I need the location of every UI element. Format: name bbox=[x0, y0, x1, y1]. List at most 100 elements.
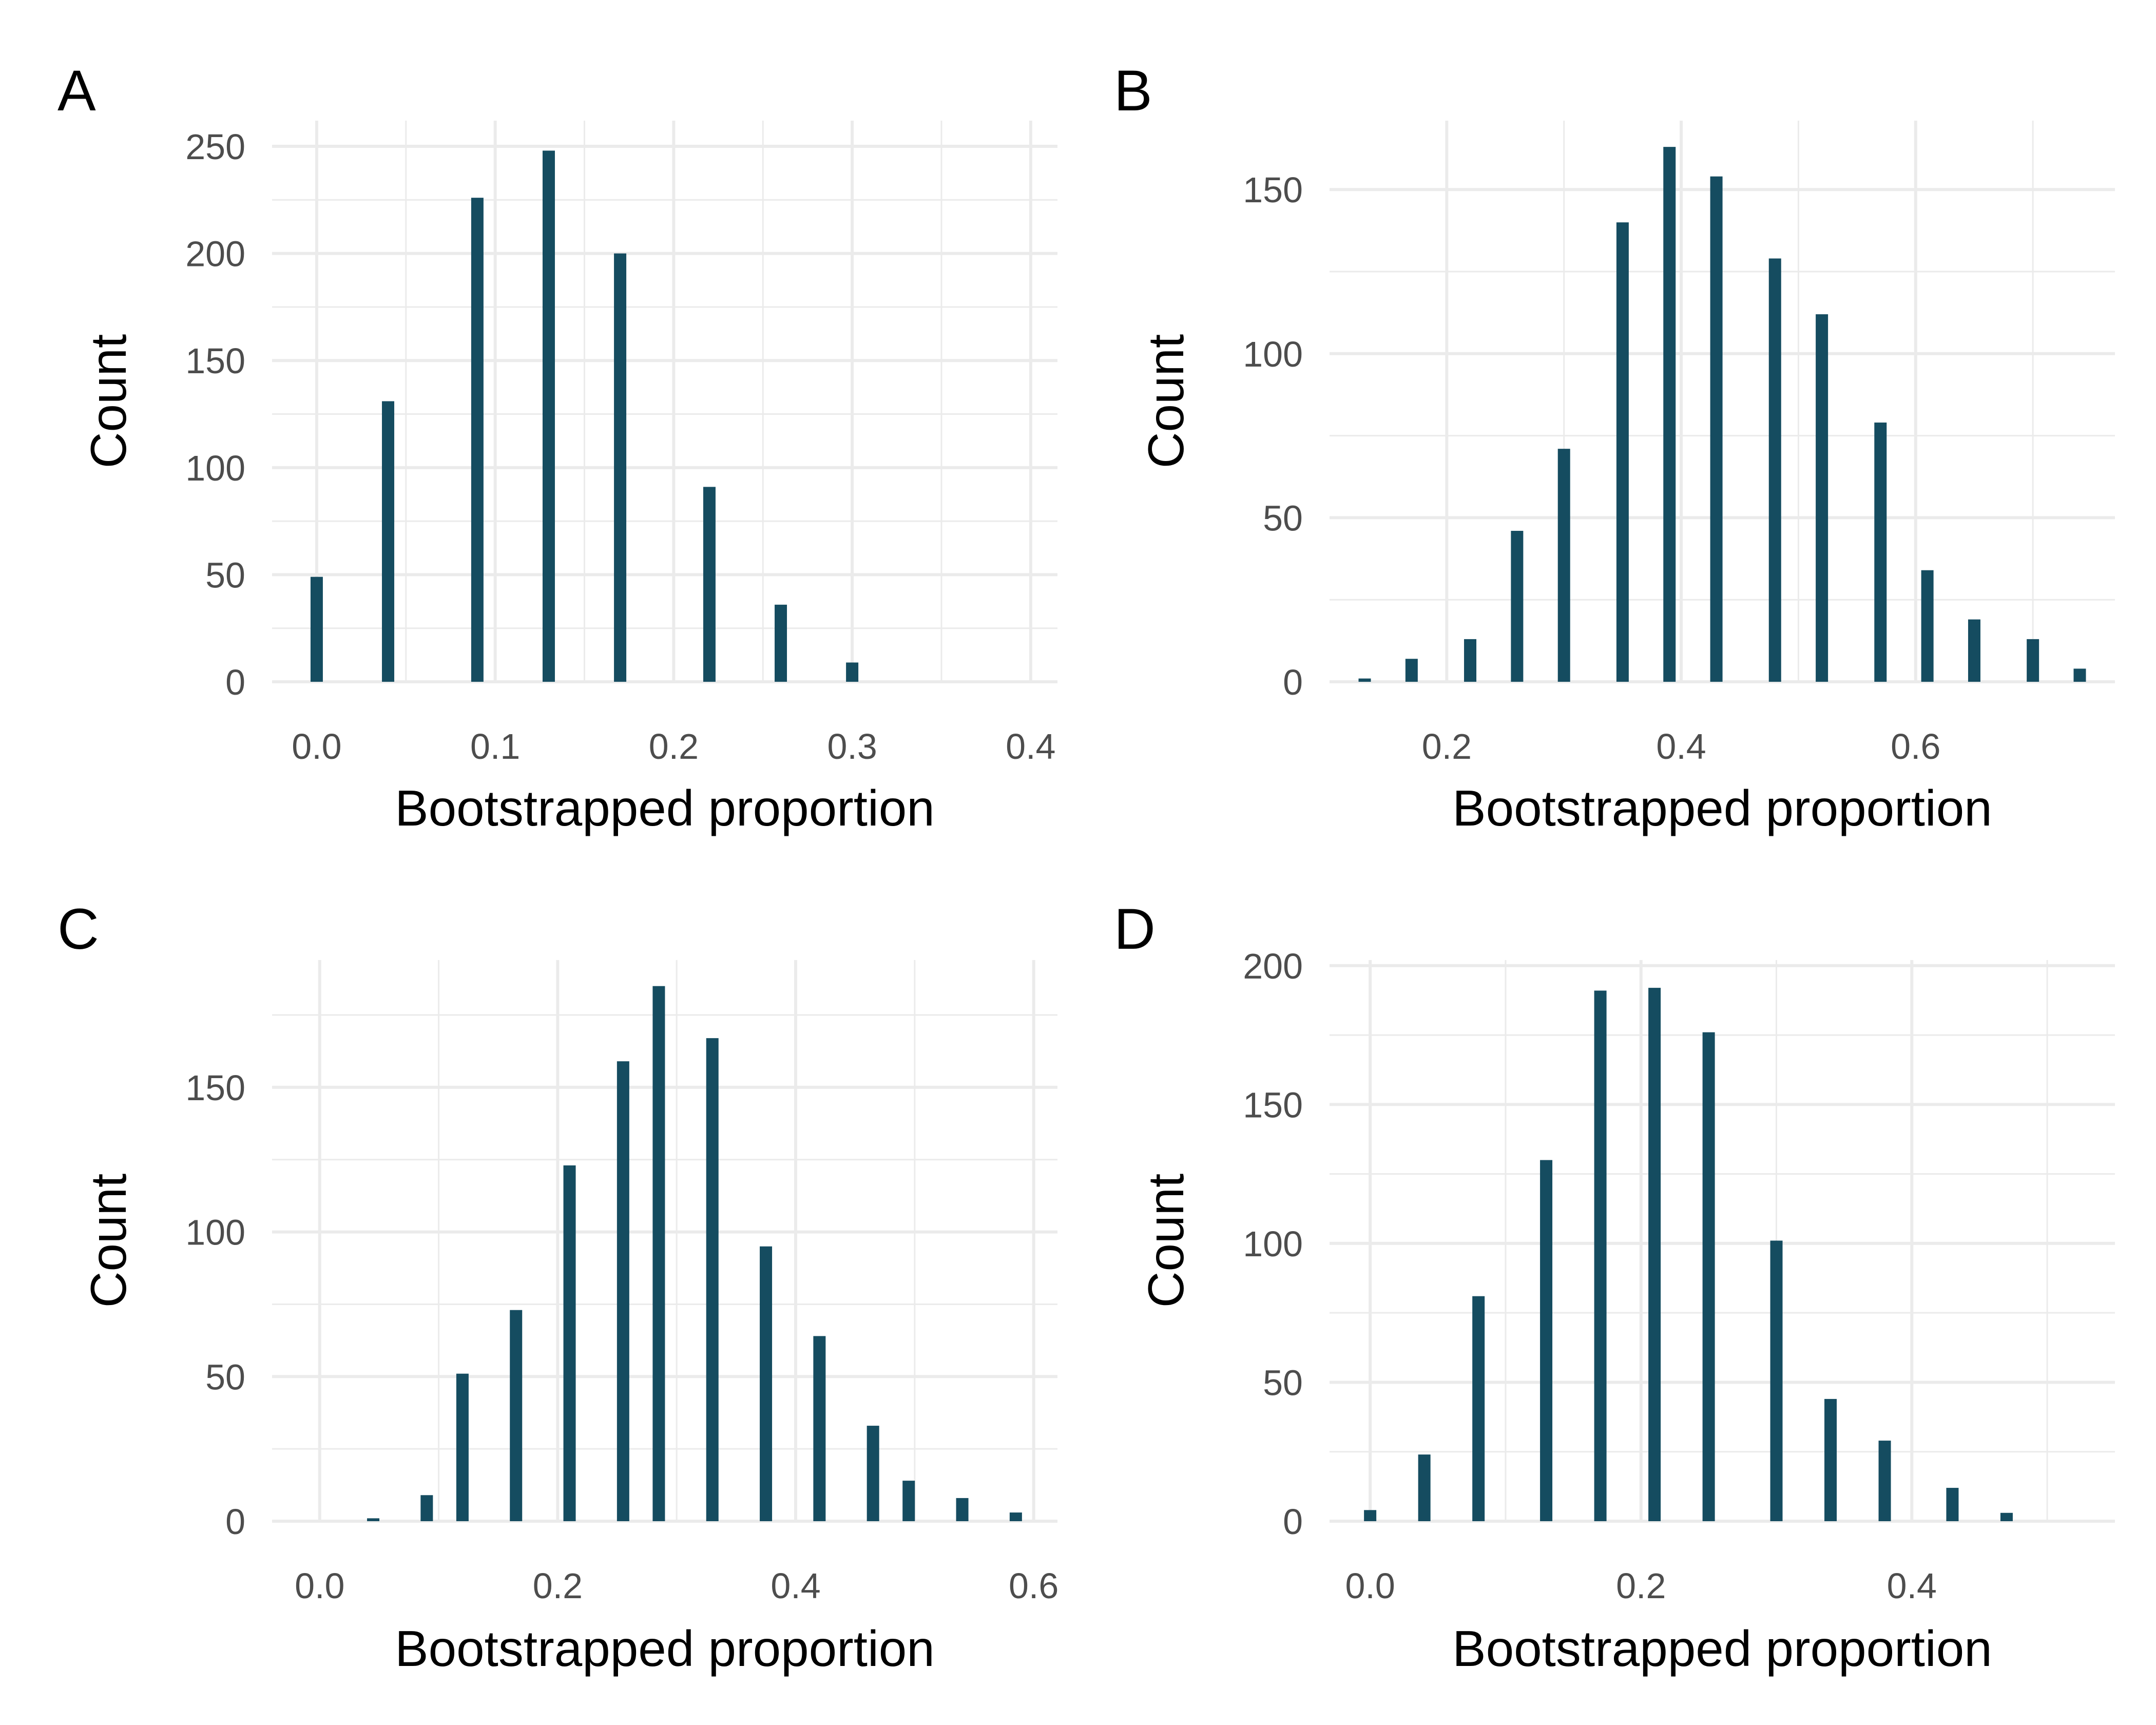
panel-letter: B bbox=[1114, 59, 1152, 123]
y-tick-label: 200 bbox=[1243, 946, 1303, 986]
panel-letter: C bbox=[57, 897, 99, 961]
histogram-bar bbox=[1472, 1296, 1485, 1521]
panel-A: 0.0 0.1 0.2 0.3 0.4 0 50 100 150 200 250 Bootstrapp… bbox=[57, 59, 1057, 836]
histogram-bar bbox=[1710, 176, 1723, 682]
y-tick-label: 50 bbox=[205, 1357, 245, 1397]
y-axis-title: Count bbox=[1138, 334, 1194, 469]
panel-C: 0.0 0.2 0.4 0.6 0 50 100 150 Bootstrapped propor… bbox=[57, 897, 1058, 1677]
y-tick-label: 0 bbox=[1283, 662, 1303, 702]
x-tick-label: 0.2 bbox=[533, 1566, 583, 1606]
y-tick-label: 100 bbox=[1243, 1224, 1303, 1264]
histogram-bar bbox=[1878, 1441, 1891, 1521]
y-tick-label: 50 bbox=[1263, 498, 1303, 538]
histogram-bar bbox=[456, 1373, 469, 1521]
histogram-bar bbox=[775, 604, 787, 682]
histogram-bar bbox=[1540, 1160, 1553, 1521]
histogram-bar bbox=[367, 1518, 380, 1521]
histogram-bar bbox=[652, 986, 665, 1521]
panel-D: 0.0 0.2 0.4 0 50 100 150 200 Bootstrapped propor… bbox=[1114, 897, 2115, 1677]
x-axis-title: Bootstrapped proportion bbox=[395, 1620, 935, 1677]
x-axis-title: Bootstrapped proportion bbox=[1452, 1620, 1992, 1677]
y-tick-label: 100 bbox=[185, 1213, 245, 1253]
histogram-bar bbox=[1009, 1512, 1022, 1521]
y-tick-label: 150 bbox=[185, 341, 245, 381]
histogram-bar bbox=[1648, 988, 1661, 1521]
histogram-bar bbox=[1968, 619, 1980, 682]
histogram-bar bbox=[1824, 1398, 1837, 1521]
histogram-bar bbox=[1511, 530, 1524, 682]
y-tick-label: 0 bbox=[225, 662, 245, 702]
y-tick-label: 0 bbox=[1283, 1502, 1303, 1542]
histogram-bar bbox=[310, 577, 323, 682]
histogram-bar bbox=[2000, 1512, 2013, 1521]
histogram-bar bbox=[706, 1038, 719, 1521]
y-tick-label: 150 bbox=[1243, 170, 1303, 210]
x-tick-label: 0.0 bbox=[1345, 1566, 1395, 1606]
x-tick-label: 0.4 bbox=[1656, 726, 1706, 766]
x-tick-label: 0.4 bbox=[1006, 726, 1055, 766]
x-tick-label: 0.2 bbox=[1422, 726, 1472, 766]
y-tick-label: 50 bbox=[205, 555, 245, 595]
histogram-bar bbox=[1702, 1032, 1715, 1521]
y-tick-label: 150 bbox=[185, 1068, 245, 1108]
histogram-bar bbox=[1816, 314, 1828, 682]
histogram-bar bbox=[614, 253, 627, 682]
x-tick-label: 0.3 bbox=[827, 726, 877, 766]
histogram-bar bbox=[382, 401, 395, 682]
histogram-bar bbox=[813, 1336, 826, 1521]
histogram-bar bbox=[510, 1310, 523, 1521]
x-tick-label: 0.0 bbox=[295, 1566, 344, 1606]
histogram-bar bbox=[2027, 639, 2039, 682]
y-tick-label: 200 bbox=[185, 234, 245, 274]
y-tick-label: 250 bbox=[185, 127, 245, 167]
histogram-bar bbox=[471, 198, 484, 682]
x-tick-label: 0.2 bbox=[649, 726, 699, 766]
x-axis-title: Bootstrapped proportion bbox=[1452, 780, 1992, 836]
histogram-bar bbox=[1358, 678, 1371, 682]
histogram-bar bbox=[1594, 990, 1607, 1521]
y-tick-label: 0 bbox=[225, 1502, 245, 1542]
histogram-bar bbox=[867, 1426, 879, 1521]
histogram-bar bbox=[902, 1481, 915, 1521]
x-tick-label: 0.6 bbox=[1891, 726, 1940, 766]
histogram-bar bbox=[1364, 1510, 1377, 1521]
histogram-bar bbox=[617, 1061, 629, 1521]
histogram-bar bbox=[542, 150, 555, 682]
x-axis-title: Bootstrapped proportion bbox=[395, 780, 935, 836]
y-tick-label: 50 bbox=[1263, 1363, 1303, 1403]
x-tick-label: 0.6 bbox=[1009, 1566, 1058, 1606]
histogram-bar bbox=[1405, 659, 1418, 682]
histogram-bar bbox=[1921, 570, 1934, 682]
histogram-bar bbox=[1770, 1240, 1783, 1521]
histogram-bar bbox=[956, 1498, 969, 1521]
panel-letter: D bbox=[1114, 897, 1156, 961]
histogram-bar bbox=[1616, 222, 1629, 682]
panel-B: 0.2 0.4 0.6 0 50 100 150 Bootstrapped proportio… bbox=[1114, 59, 2115, 836]
x-tick-label: 0.4 bbox=[771, 1566, 820, 1606]
y-tick-label: 100 bbox=[1243, 334, 1303, 374]
histogram-bar bbox=[563, 1165, 576, 1521]
y-tick-label: 150 bbox=[1243, 1085, 1303, 1125]
y-axis-title: Count bbox=[1138, 1174, 1194, 1308]
histogram-bar bbox=[1663, 147, 1676, 682]
x-tick-label: 0.4 bbox=[1887, 1566, 1937, 1606]
histogram-bar bbox=[2073, 668, 2086, 682]
histogram-bar bbox=[1557, 449, 1570, 682]
histogram-bar bbox=[1874, 423, 1887, 682]
histogram-bar bbox=[1768, 258, 1781, 682]
y-tick-label: 100 bbox=[185, 448, 245, 488]
histogram-bar bbox=[703, 487, 716, 682]
histogram-bar bbox=[1418, 1454, 1431, 1521]
x-tick-label: 0.1 bbox=[470, 726, 520, 766]
x-tick-label: 0.0 bbox=[292, 726, 341, 766]
histogram-bar bbox=[1946, 1488, 1959, 1521]
histogram-bar bbox=[760, 1246, 773, 1521]
panel-letter: A bbox=[57, 59, 96, 123]
histogram-bar bbox=[420, 1495, 433, 1521]
y-axis-title: Count bbox=[80, 334, 137, 469]
histogram-bar bbox=[1464, 639, 1477, 682]
y-axis-title: Count bbox=[80, 1174, 137, 1308]
x-tick-label: 0.2 bbox=[1616, 1566, 1666, 1606]
